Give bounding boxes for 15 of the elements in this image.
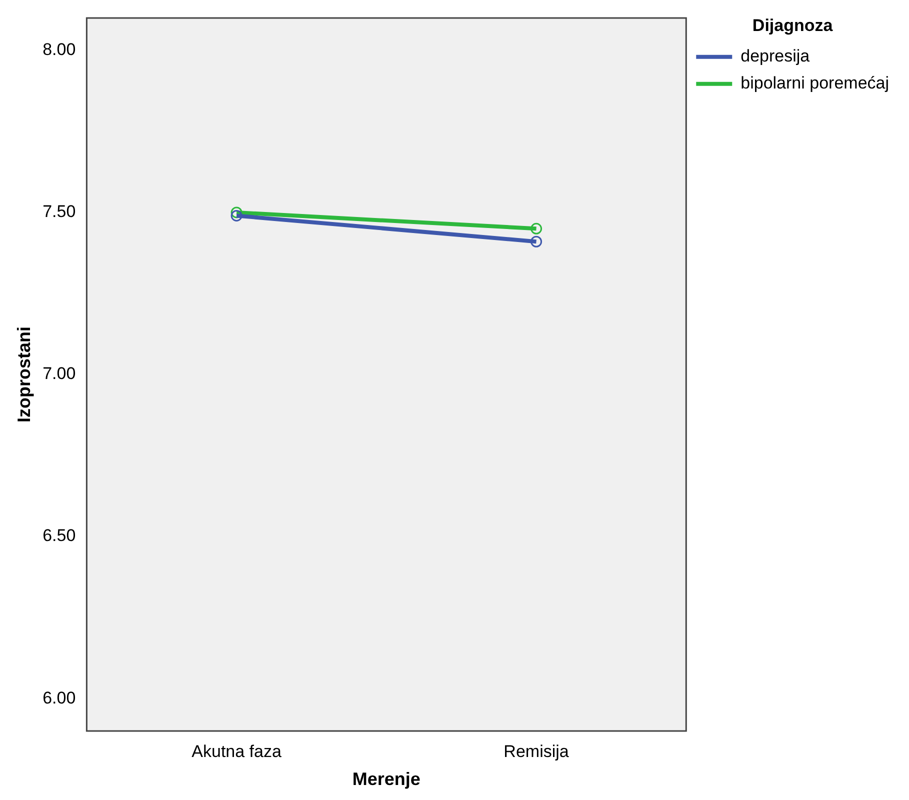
point [530,236,542,248]
legend-label: depresija [740,46,810,66]
y-tick-label: 8.00 [42,40,76,60]
legend-label: bipolarni poremećaj [740,74,890,93]
y-tick-label: 6.50 [42,526,76,546]
y-tick-label: 6.00 [42,688,76,708]
legend-title: Dijagnoza [752,16,834,36]
y-axis-title: Izoprostani [14,326,34,423]
x-tick-label: Remisija [504,742,570,761]
point [230,210,242,222]
point [530,222,542,234]
x-axis-title: Merenje [352,769,420,790]
y-tick-label: 7.50 [42,202,76,222]
y-tick-label: 7.00 [42,364,76,384]
x-tick-label: Akutna faza [192,742,282,761]
